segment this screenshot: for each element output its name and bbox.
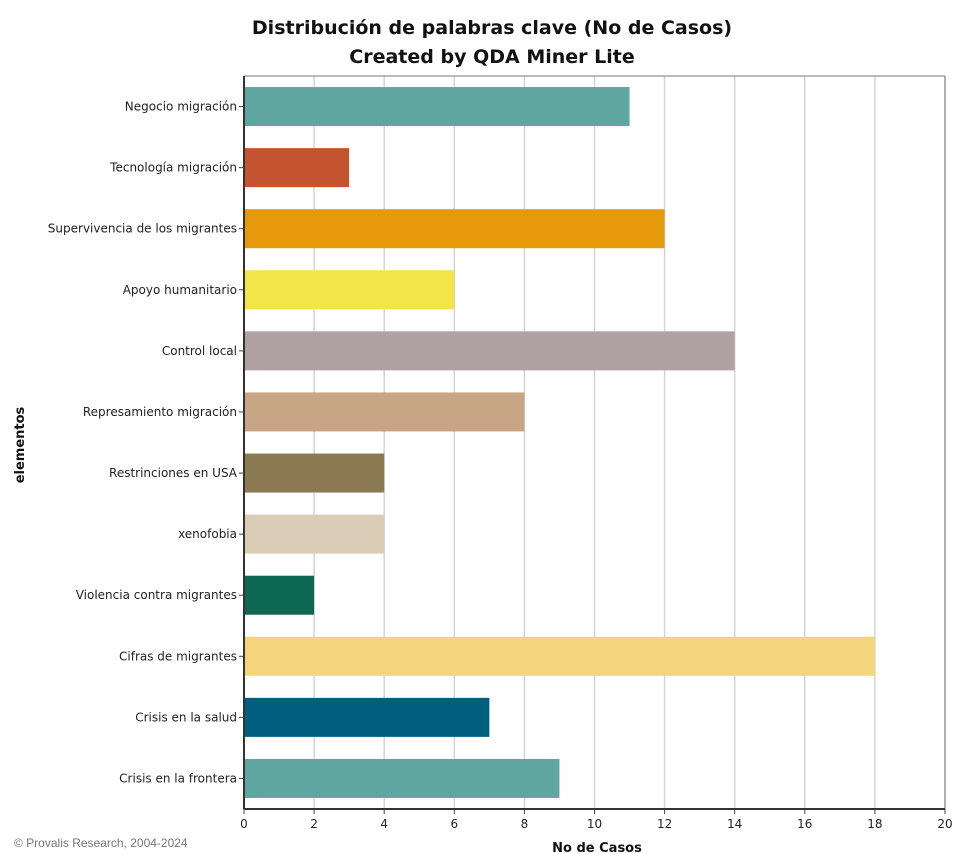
x-tick-label: 10	[587, 817, 602, 831]
category-label: Supervivencia de los migrantes	[48, 222, 237, 236]
chart-title: Distribución de palabras clave (No de Ca…	[252, 17, 732, 39]
bar	[244, 758, 560, 798]
x-tick-label: 4	[380, 817, 388, 831]
x-tick-label: 2	[310, 817, 318, 831]
bar	[244, 209, 665, 249]
category-label: Tecnología migración	[109, 161, 237, 175]
category-label: Apoyo humanitario	[123, 283, 237, 297]
category-label: Represamiento migración	[83, 405, 237, 419]
category-labels: Negocio migración Tecnología migración Sup…	[48, 100, 238, 786]
bar	[244, 697, 490, 737]
bar	[244, 392, 525, 432]
x-tick-label: 0	[240, 817, 248, 831]
category-label: Control local	[162, 344, 237, 358]
category-label: Crisis en la salud	[135, 710, 237, 724]
axes	[239, 75, 946, 814]
bar	[244, 453, 385, 493]
copyright-credit: © Provalis Research, 2004-2024	[14, 836, 188, 850]
x-tick-label: 18	[867, 817, 882, 831]
bar	[244, 636, 875, 676]
bar	[244, 148, 350, 188]
y-axis-title: elementos	[13, 406, 28, 483]
bar	[244, 575, 315, 615]
bar	[244, 87, 630, 127]
bar	[244, 331, 735, 371]
bars	[244, 87, 875, 798]
x-tick-label: 12	[657, 817, 672, 831]
x-tick-label: 16	[797, 817, 812, 831]
x-axis-title: No de Casos	[552, 841, 642, 854]
x-tick-label: 6	[450, 817, 458, 831]
bar	[244, 514, 385, 554]
category-label: Restrinciones en USA	[109, 466, 238, 480]
category-label: Crisis en la frontera	[119, 771, 237, 785]
category-label: xenofobia	[178, 527, 237, 541]
category-label: Cifras de migrantes	[119, 649, 237, 663]
x-tick-label: 14	[727, 817, 742, 831]
chart-subtitle: Created by QDA Miner Lite	[349, 46, 634, 68]
x-tick-label: 20	[937, 817, 952, 831]
x-tick-labels: 0 2 4 6 8 10 12 14 16 18 20	[240, 817, 952, 831]
bar	[244, 270, 455, 310]
x-tick-label: 8	[521, 817, 529, 831]
category-label: Negocio migración	[125, 100, 237, 114]
category-label: Violencia contra migrantes	[76, 588, 237, 602]
